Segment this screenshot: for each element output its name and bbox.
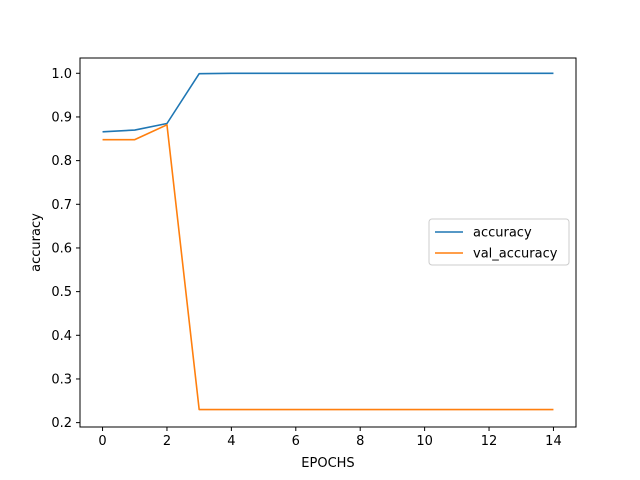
legend-box xyxy=(428,218,570,266)
x-tick-label: 0 xyxy=(98,434,106,449)
y-tick-label: 0.5 xyxy=(51,285,72,300)
y-tick-label: 0.4 xyxy=(51,329,72,344)
y-tick-label: 0.9 xyxy=(51,110,72,125)
legend: accuracy val_accuracy xyxy=(428,218,570,266)
axes-frame xyxy=(79,57,577,428)
x-tick-label: 14 xyxy=(545,434,562,449)
y-tick-label: 0.7 xyxy=(51,198,72,213)
y-tick-label: 0.6 xyxy=(51,241,72,256)
x-axis-label: EPOCHS xyxy=(301,456,354,471)
y-tick-label: 0.2 xyxy=(51,416,72,431)
legend-label: val_accuracy xyxy=(473,247,558,262)
x-tick-label: 12 xyxy=(481,434,498,449)
x-tick-label: 6 xyxy=(292,434,300,449)
x-tick-label: 10 xyxy=(416,434,433,449)
series-line-accuracy xyxy=(102,72,554,133)
y-tick-label: 1.0 xyxy=(51,67,72,82)
x-tick-label: 4 xyxy=(227,434,235,449)
y-tick-label: 0.8 xyxy=(51,154,72,169)
series-layer xyxy=(102,72,554,411)
y-axis: 0.2 0.3 0.4 0.5 0.6 0.7 0.8 0.9 1.0 xyxy=(51,67,80,431)
y-axis-label: accuracy xyxy=(29,213,44,272)
x-tick-label: 2 xyxy=(163,434,171,449)
x-tick-label: 8 xyxy=(356,434,364,449)
x-axis: 0 2 4 6 8 10 12 14 xyxy=(98,427,562,449)
series-line-val-accuracy xyxy=(102,124,554,411)
y-tick-label: 0.3 xyxy=(51,372,72,387)
legend-label: accuracy xyxy=(473,226,532,241)
